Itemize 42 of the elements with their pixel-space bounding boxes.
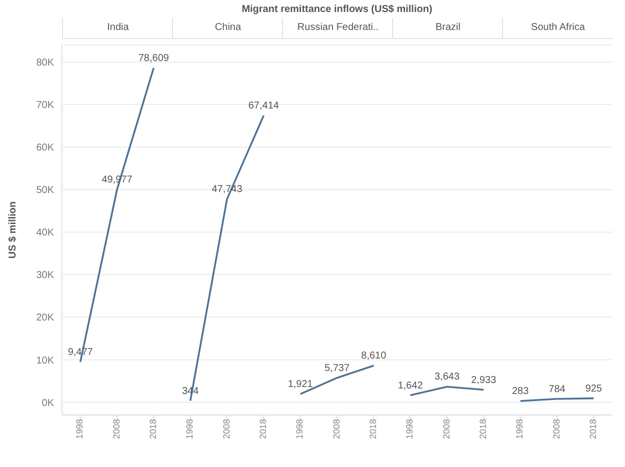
data-label: 1,642 [398, 380, 424, 392]
data-label: 67,414 [248, 100, 280, 112]
data-label: 784 [548, 384, 566, 395]
data-label: 925 [585, 383, 602, 394]
chart-title: Brazil [392, 18, 503, 39]
data-label: 5,737 [324, 362, 350, 374]
data-label: 8,610 [361, 350, 387, 362]
y-tick-label: 50K [36, 185, 54, 196]
x-tick-label: 1998 [74, 419, 85, 440]
data-label: 78,609 [138, 52, 170, 64]
y-tick-label: 10K [36, 355, 54, 366]
x-tick-label: 2008 [331, 419, 342, 440]
x-tick-label: 2018 [588, 419, 598, 440]
data-label: 3,643 [434, 372, 460, 383]
x-tick-label: 2008 [221, 419, 232, 440]
x-tick-label: 1998 [294, 419, 305, 440]
x-tick-label: 2008 [441, 419, 452, 440]
y-tick-label: 80K [36, 58, 54, 69]
x-tick-label: 2018 [478, 419, 488, 440]
chart-title: South Africa [502, 18, 613, 39]
data-label: 2,933 [471, 374, 497, 386]
chart-title: Russian Federati.. [282, 18, 393, 39]
chart-title: India [62, 18, 173, 39]
x-tick-label: 2018 [148, 419, 158, 440]
data-label: 283 [512, 386, 530, 398]
y-tick-label: 40K [36, 228, 54, 239]
text: Migrant remittance inflows (US$ million) [240, 3, 434, 17]
x-tick-label: 1998 [404, 419, 415, 440]
data-label: 1,921 [288, 379, 314, 390]
x-tick-label: 1998 [184, 419, 195, 440]
y-tick-label: 30K [36, 270, 54, 282]
y-tick-label: 20K [36, 312, 54, 324]
chart-title: China [172, 18, 283, 39]
y-axis-title: US $ million [8, 201, 19, 259]
y-tick-label: 70K [36, 100, 54, 112]
x-tick-label: 2008 [111, 419, 122, 440]
x-tick-label: 2018 [368, 419, 378, 440]
x-tick-label: 2018 [258, 419, 268, 440]
y-tick-label: 60K [36, 142, 54, 154]
y-tick-label: 0K [42, 398, 54, 409]
x-tick-label: 2008 [551, 419, 562, 440]
x-tick-label: 1998 [514, 419, 525, 440]
